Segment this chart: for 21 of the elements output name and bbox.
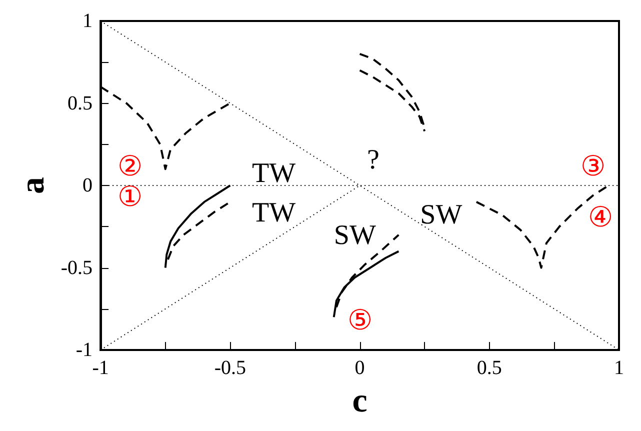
x-axis-title: c: [352, 382, 368, 420]
annotation: SW: [420, 199, 463, 230]
annotation: ③: [580, 151, 606, 182]
y-tick-label: 0.5: [68, 92, 93, 114]
annotation: TW: [252, 198, 296, 229]
annotation: ①: [117, 182, 142, 214]
x-tick-label: -0.5: [214, 357, 246, 379]
x-tick-label: 1: [614, 357, 624, 379]
annotation: ②: [117, 151, 142, 182]
y-tick-label: -0.5: [60, 256, 93, 279]
y-axis-title: a: [14, 177, 52, 194]
annotation: TW: [252, 158, 296, 190]
annotation: ⑤: [348, 306, 373, 337]
x-tick-label: 0: [354, 357, 365, 379]
annotation: ?: [366, 144, 380, 176]
annotation: SW: [334, 220, 376, 251]
annotation: ④: [588, 202, 614, 234]
y-tick-label: 1: [82, 10, 93, 32]
x-tick-label: 0.5: [476, 357, 502, 379]
y-tick-label: 0: [82, 174, 93, 196]
y-tick-label: -1: [76, 339, 93, 361]
